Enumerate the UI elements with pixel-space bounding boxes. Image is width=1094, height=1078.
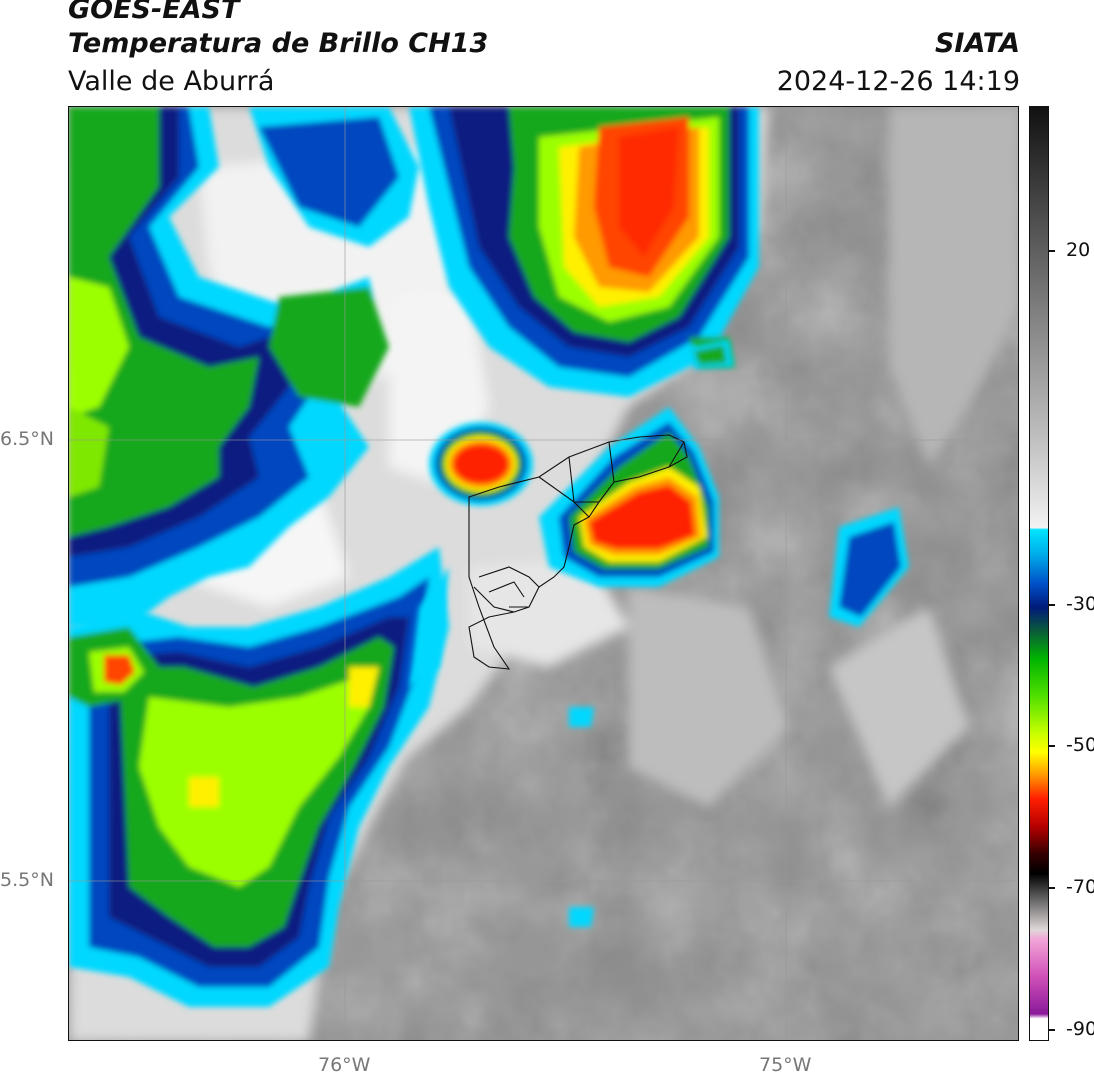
aburra-boundaries xyxy=(468,434,688,670)
colorbar-tick-mark xyxy=(1049,745,1055,747)
cold-cloud-complex xyxy=(69,107,759,627)
colorbar-label-minus-90: -90 xyxy=(1066,1018,1094,1040)
colorbar-tick-mark xyxy=(1049,887,1055,889)
product-title: Temperatura de Brillo CH13 xyxy=(68,28,489,59)
colorbar-tick-mark xyxy=(1049,1029,1055,1031)
satellite-title: GOES-EAST xyxy=(68,0,240,25)
lat-label-6-5: 6.5°N xyxy=(0,428,54,450)
colorbar-tick-mark xyxy=(1049,250,1055,252)
colorbar-tick-mark xyxy=(1049,604,1055,606)
timestamp-label: 2024-12-26 14:19 xyxy=(776,66,1020,97)
region-title: Valle de Aburrá xyxy=(68,66,275,97)
cold-cloud-southwest xyxy=(69,547,449,1007)
agency-label: SIATA xyxy=(934,28,1020,59)
map-canvas xyxy=(69,107,1018,1040)
lon-label-76: 76°W xyxy=(318,1054,371,1076)
convective-cells xyxy=(409,339,909,927)
graticule xyxy=(69,107,1018,1040)
colorbar-label-minus-50: -50 xyxy=(1066,734,1094,756)
colorbar-label-20: 20 xyxy=(1066,239,1091,261)
colorbar xyxy=(1029,106,1049,1041)
colorbar-label-minus-70: -70 xyxy=(1066,876,1094,898)
colorbar-gradient xyxy=(1030,107,1048,1040)
lon-label-75: 75°W xyxy=(759,1054,812,1076)
colorbar-label-minus-30: -30 xyxy=(1066,593,1094,615)
lat-label-5-5: 5.5°N xyxy=(0,869,54,891)
satellite-map xyxy=(68,106,1019,1041)
